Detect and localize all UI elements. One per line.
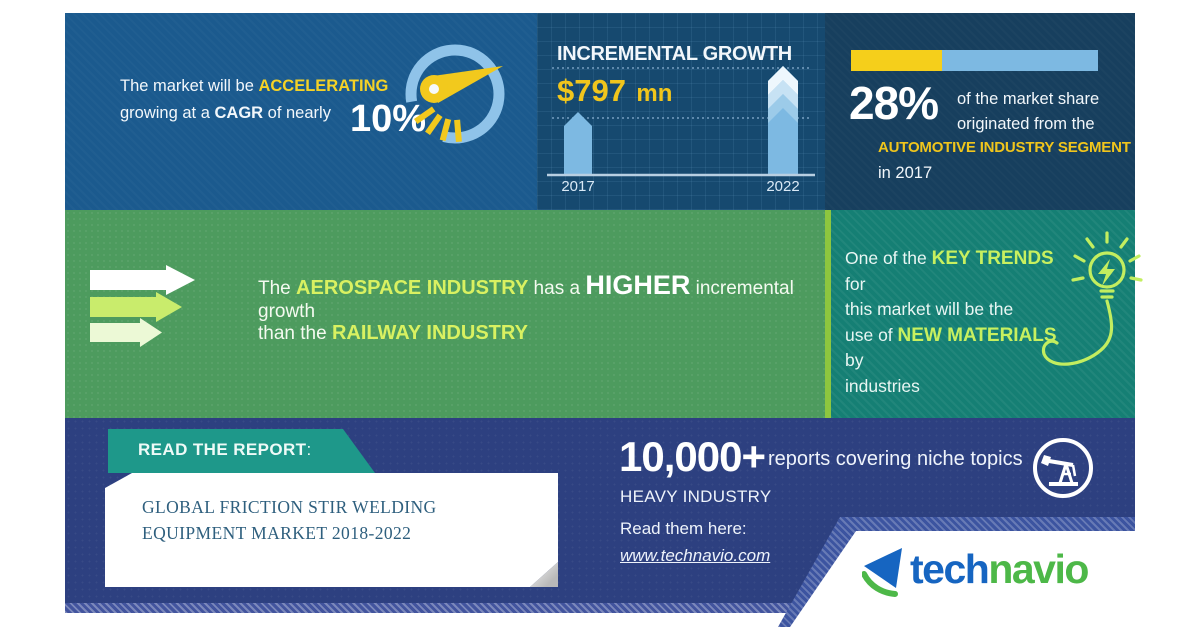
market-share-panel: 28% of the market share originated from … xyxy=(825,13,1135,210)
read-the-report-banner: READ THE REPORT: xyxy=(108,429,375,473)
cagr-panel: The market will be ACCELERATING growing … xyxy=(65,13,537,210)
oil-pump-icon xyxy=(1033,438,1093,498)
technavio-url-link[interactable]: www.technavio.com xyxy=(620,546,771,565)
growth-unit: mn xyxy=(636,80,673,107)
share-year: in 2017 xyxy=(878,164,933,182)
growth-bar-chart xyxy=(547,66,815,177)
cagr-value: 10% xyxy=(350,98,427,140)
cagr-text-pre2: growing at a xyxy=(120,104,215,122)
higher-label: HIGHER xyxy=(585,270,691,300)
cagr-text-pre: The market will be xyxy=(120,77,259,95)
accelerating-label: ACCELERATING xyxy=(258,77,389,95)
railway-industry-label: RAILWAY INDUSTRY xyxy=(331,322,528,344)
share-line2: originated from the xyxy=(957,115,1095,133)
footer-stripe-band xyxy=(65,603,1135,613)
lightbulb-icon xyxy=(1041,231,1143,366)
incremental-growth-panel: INCREMENTAL GROWTH $797 mn 2017 2022 xyxy=(537,13,825,210)
technavio-logo-text: technavio xyxy=(910,546,1089,593)
logo-area xyxy=(790,531,1135,627)
share-line1: of the market share xyxy=(957,90,1100,108)
new-materials-label: NEW MATERIALS xyxy=(897,324,1057,346)
arrows-icon xyxy=(90,265,195,347)
reports-count: 10,000+ xyxy=(619,433,766,480)
cagr-label: CAGR xyxy=(214,104,264,122)
trend-line2: this market will be the xyxy=(845,299,1014,319)
report-title: GLOBAL FRICTION STIR WELDING EQUIPMENT M… xyxy=(142,497,437,543)
growth-amount: $797 xyxy=(557,73,626,108)
logo-navio: navio xyxy=(988,546,1089,592)
banner-text: READ THE REPORT xyxy=(138,440,307,459)
key-trends-text: One of the KEY TRENDS for this market wi… xyxy=(845,246,1075,399)
trend-pre: One of the xyxy=(845,248,932,268)
year-label-2022: 2022 xyxy=(766,178,800,195)
railway-pre: than the xyxy=(258,323,332,344)
key-trends-panel: One of the KEY TRENDS for this market wi… xyxy=(825,210,1143,418)
report-title-card: GLOBAL FRICTION STIR WELDING EQUIPMENT M… xyxy=(105,473,558,587)
trend-line4: industries xyxy=(845,375,920,396)
industry-label: HEAVY INDUSTRY xyxy=(620,487,772,506)
key-trends-label: KEY TRENDS xyxy=(931,248,1054,269)
share-progress-bar xyxy=(851,50,1098,71)
reports-desc: reports covering niche topics xyxy=(768,448,1023,470)
incremental-growth-title: INCREMENTAL GROWTH xyxy=(557,43,792,65)
trend-post: for xyxy=(845,273,866,294)
gauge-icon xyxy=(405,44,505,144)
year-label-2017: 2017 xyxy=(561,178,595,195)
incremental-growth-value: $797 mn xyxy=(557,73,672,109)
aerospace-pre: The xyxy=(258,278,297,299)
logo-tech: tech xyxy=(910,546,990,592)
share-text: of the market share originated from the xyxy=(957,87,1099,137)
share-progress-fill xyxy=(851,50,943,71)
read-the-report-label: READ THE REPORT: xyxy=(138,440,312,460)
aerospace-post: incremental growth xyxy=(258,278,794,322)
aerospace-line2: than the RAILWAY INDUSTRY xyxy=(258,322,528,345)
technavio-logo-icon xyxy=(862,548,902,597)
cagr-text-post: of nearly xyxy=(263,104,331,122)
materials-post: by xyxy=(845,350,864,370)
aerospace-line1: The AEROSPACE INDUSTRY has a HIGHER incr… xyxy=(258,270,818,323)
materials-pre: use of xyxy=(845,324,898,345)
read-here-label: Read them here: xyxy=(620,519,747,538)
aerospace-industry-label: AEROSPACE INDUSTRY xyxy=(296,277,529,299)
aerospace-mid: has a xyxy=(528,278,586,299)
cagr-text: The market will be ACCELERATING growing … xyxy=(120,73,420,127)
banner-colon: : xyxy=(306,440,312,459)
segment-label: AUTOMOTIVE INDUSTRY SEGMENT xyxy=(878,139,1131,156)
share-value: 28% xyxy=(849,77,939,129)
aerospace-panel: The AEROSPACE INDUSTRY has a HIGHER incr… xyxy=(65,210,825,418)
